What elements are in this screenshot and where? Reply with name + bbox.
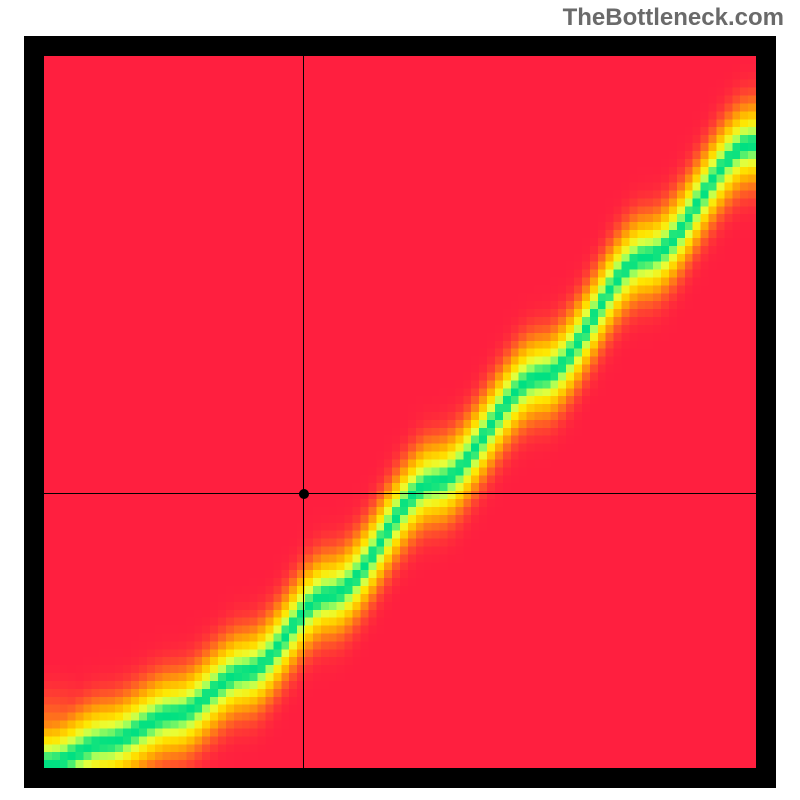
crosshair-marker — [299, 489, 309, 499]
heatmap-canvas — [44, 56, 756, 768]
crosshair-vertical — [303, 56, 304, 768]
chart-container: TheBottleneck.com — [0, 0, 800, 800]
plot-border — [24, 36, 776, 788]
watermark-text: TheBottleneck.com — [563, 4, 784, 32]
crosshair-horizontal — [44, 493, 756, 494]
